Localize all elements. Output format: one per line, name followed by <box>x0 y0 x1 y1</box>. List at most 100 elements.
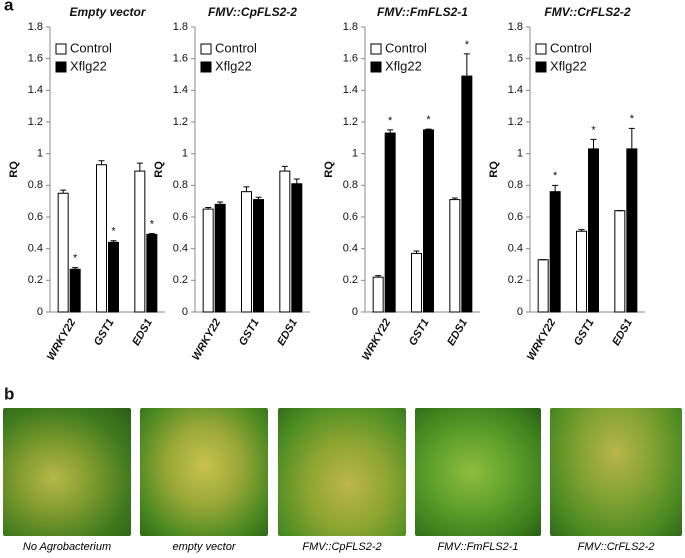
significance-mark: * <box>553 170 558 182</box>
significance-mark: * <box>111 226 116 238</box>
error-bar <box>136 162 143 172</box>
significance-mark: * <box>150 219 155 231</box>
y-tick-label: 1.2 <box>28 116 43 128</box>
x-tick-label: WRKY22 <box>360 317 393 363</box>
error-bar <box>578 229 585 232</box>
y-tick-label: 0.6 <box>508 211 523 223</box>
y-axis-label: RQ <box>323 161 335 178</box>
error-bar <box>375 275 382 278</box>
y-tick-label: 1.2 <box>343 116 358 128</box>
error-bar <box>72 267 79 270</box>
significance-mark: * <box>73 253 78 265</box>
bar <box>202 208 214 313</box>
bar <box>372 276 384 313</box>
legend-label: Xflg22 <box>215 58 252 73</box>
error-bar <box>255 196 262 200</box>
bar <box>241 191 252 313</box>
chart-title: Empty vector <box>69 5 146 19</box>
error-bar <box>425 128 432 130</box>
y-tick-label: 1.8 <box>343 21 358 33</box>
legend-label: Xflg22 <box>550 58 587 73</box>
legend-label: Xflg22 <box>385 58 422 73</box>
significance-mark: * <box>630 113 635 125</box>
y-tick-label: 0.2 <box>508 274 523 286</box>
error-bar <box>451 197 458 200</box>
bar <box>146 233 158 313</box>
y-tick-label: 1.2 <box>508 116 523 128</box>
y-tick-label: 0 <box>352 306 358 318</box>
bar <box>411 252 422 313</box>
y-tick-label: 0 <box>37 306 43 318</box>
significance-mark: * <box>465 39 470 51</box>
y-tick-label: 1.6 <box>28 53 43 65</box>
bar <box>279 170 291 313</box>
legend-swatch <box>370 61 382 73</box>
error-bar <box>60 189 67 194</box>
error-bar <box>205 207 212 210</box>
y-tick-label: 0.4 <box>173 243 188 255</box>
y-tick-label: 1.8 <box>508 21 523 33</box>
bar <box>96 164 107 313</box>
chart-title: FMV::CpFLS2-2 <box>208 5 297 19</box>
error-bar <box>281 165 288 172</box>
y-tick-label: 1 <box>182 148 188 160</box>
bar <box>549 191 561 313</box>
bar <box>423 129 434 313</box>
error-bar <box>552 184 559 192</box>
y-tick-label: 1.8 <box>173 21 188 33</box>
y-tick-label: 1.4 <box>508 84 523 96</box>
significance-mark: * <box>388 115 393 127</box>
legend-label: Control <box>70 40 112 55</box>
legend-swatch <box>55 43 67 55</box>
bar <box>384 132 396 313</box>
y-tick-label: 1.6 <box>343 53 358 65</box>
y-tick-label: 1.6 <box>173 53 188 65</box>
legend-label: Control <box>385 40 427 55</box>
error-bar <box>243 186 250 192</box>
x-tick-label: WRKY22 <box>190 317 223 363</box>
error-bar <box>293 178 300 184</box>
legend-swatch <box>200 43 212 55</box>
y-tick-label: 0.6 <box>28 211 43 223</box>
y-axis-label: RQ <box>488 161 500 178</box>
y-tick-label: 1.6 <box>508 53 523 65</box>
error-bar <box>463 53 470 77</box>
x-tick-label: GST1 <box>407 317 432 348</box>
x-tick-label: GST1 <box>92 317 117 348</box>
error-bar <box>217 201 224 205</box>
x-tick-label: EDS1 <box>610 317 635 348</box>
leaf-photo <box>550 408 682 536</box>
photo-caption: FMV::CrFLS2-2 <box>577 541 655 553</box>
y-tick-label: 0.8 <box>173 179 188 191</box>
error-bar <box>98 160 105 165</box>
y-axis-label: RQ <box>8 161 20 178</box>
x-tick-label: EDS1 <box>445 317 470 348</box>
legend-swatch <box>55 61 67 73</box>
error-bar <box>110 240 117 243</box>
error-bar <box>387 129 394 134</box>
y-tick-label: 0.8 <box>343 179 358 191</box>
legend-swatch <box>200 61 212 73</box>
y-tick-label: 1 <box>517 148 523 160</box>
legend-swatch <box>370 43 382 55</box>
y-tick-label: 0.2 <box>173 274 188 286</box>
significance-mark: * <box>426 114 431 126</box>
y-tick-label: 1.4 <box>343 84 358 96</box>
bar <box>291 183 303 313</box>
x-tick-label: GST1 <box>572 317 597 348</box>
error-bar <box>413 250 420 254</box>
bar <box>253 199 264 313</box>
y-tick-label: 0.8 <box>508 179 523 191</box>
y-tick-label: 0.4 <box>343 243 358 255</box>
error-bar <box>148 233 155 235</box>
x-tick-label: EDS1 <box>275 317 300 348</box>
chart-title: FMV::FmFLS2-1 <box>377 5 468 19</box>
legend-label: Control <box>215 40 257 55</box>
error-bar <box>590 138 597 149</box>
bar <box>576 230 587 313</box>
leaf-photo <box>140 408 268 536</box>
x-tick-label: GST1 <box>237 317 262 348</box>
bar <box>449 199 461 313</box>
bar <box>214 203 226 313</box>
